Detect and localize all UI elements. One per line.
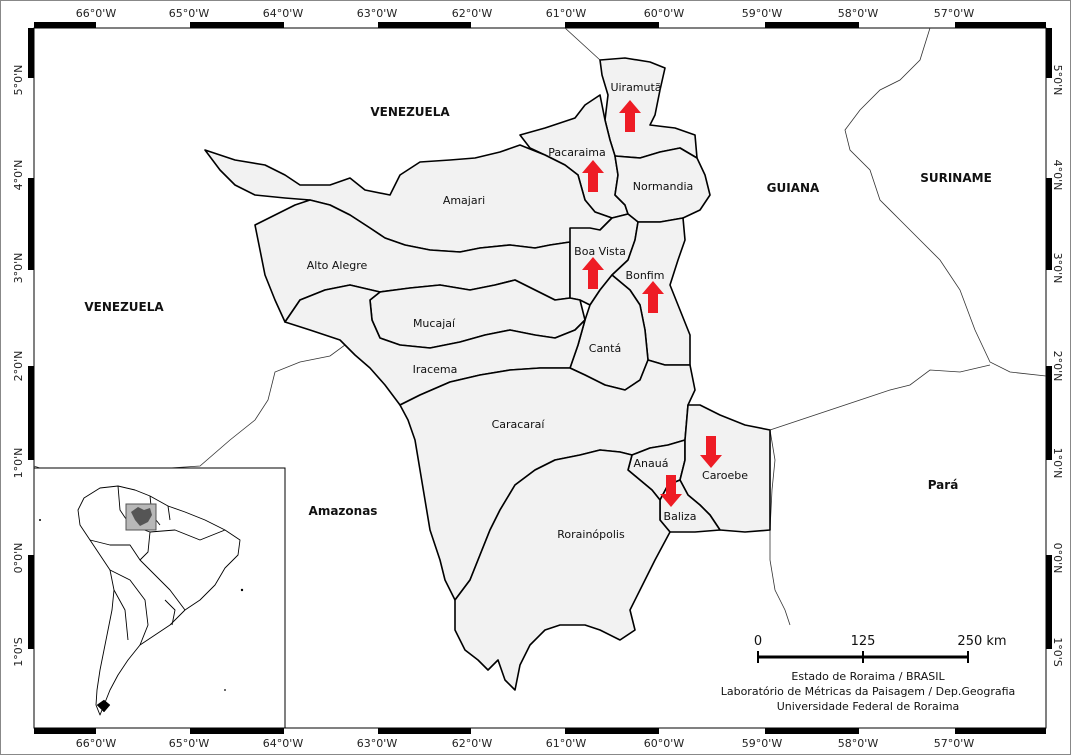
lon-label: 66°0'W bbox=[76, 7, 117, 20]
credits: Estado de Roraima / BRASIL Laboratório d… bbox=[721, 670, 1016, 713]
label-anaua: Anauá bbox=[634, 457, 669, 470]
latitude-labels-left: 5°0'N 4°0'N 3°0'N 2°0'N 1°0'N 0°0'N 1°0'… bbox=[12, 65, 25, 667]
lon-label: 58°0'W bbox=[838, 7, 879, 20]
lon-label: 62°0'W bbox=[452, 737, 493, 750]
label-amazonas: Amazonas bbox=[309, 504, 378, 518]
lon-label: 65°0'W bbox=[169, 737, 210, 750]
lat-label: 2°0'N bbox=[12, 351, 25, 382]
lat-label: 0°0'N bbox=[1051, 543, 1064, 574]
lat-label: 1°0'N bbox=[12, 448, 25, 479]
arrow-down-icon bbox=[700, 436, 722, 468]
lon-label: 58°0'W bbox=[838, 737, 879, 750]
lon-label: 65°0'W bbox=[169, 7, 210, 20]
lat-label: 1°0'N bbox=[1051, 448, 1064, 479]
scale-label-mid: 125 bbox=[851, 634, 876, 649]
lon-label: 57°0'W bbox=[934, 7, 975, 20]
lon-label: 60°0'W bbox=[644, 737, 685, 750]
lon-label: 62°0'W bbox=[452, 7, 493, 20]
lat-label: 4°0'N bbox=[12, 160, 25, 191]
inset-roraima-shape bbox=[131, 507, 152, 526]
label-caroebe: Caroebe bbox=[702, 469, 748, 482]
label-alto-alegre: Alto Alegre bbox=[307, 259, 368, 272]
lon-label: 59°0'W bbox=[742, 737, 783, 750]
label-amajari: Amajari bbox=[443, 194, 485, 207]
credit-line-1: Estado de Roraima / BRASIL bbox=[791, 670, 945, 683]
label-venezuela-west: VENEZUELA bbox=[84, 300, 164, 314]
label-boa-vista: Boa Vista bbox=[574, 245, 626, 258]
roraima-state bbox=[204, 57, 771, 691]
label-iracema: Iracema bbox=[413, 363, 458, 376]
longitude-labels-top: 66°0'W 65°0'W 64°0'W 63°0'W 62°0'W 61°0'… bbox=[76, 7, 975, 20]
lat-label: 5°0'N bbox=[12, 65, 25, 96]
label-guiana: GUIANA bbox=[767, 181, 820, 195]
lat-label: 1°0'S bbox=[12, 637, 25, 667]
label-pacaraima: Pacaraima bbox=[548, 146, 605, 159]
inset-map bbox=[33, 467, 286, 729]
arrow-up-icon bbox=[582, 257, 604, 289]
trend-arrows bbox=[582, 100, 722, 507]
scale-label-0: 0 bbox=[754, 634, 762, 649]
frame-border-bars bbox=[28, 22, 1052, 734]
country-labels: VENEZUELA VENEZUELA GUIANA SURINAME Amaz… bbox=[84, 105, 991, 518]
lat-label: 5°0'N bbox=[1051, 65, 1064, 96]
credit-line-2: Laboratório de Métricas da Paisagem / De… bbox=[721, 685, 1016, 698]
municipality-rorainopolis bbox=[454, 449, 671, 691]
label-venezuela-north: VENEZUELA bbox=[370, 105, 450, 119]
label-bonfim: Bonfim bbox=[626, 269, 665, 282]
scale-label-end: 250 km bbox=[957, 634, 1006, 649]
lat-label: 3°0'N bbox=[12, 253, 25, 284]
municipality-labels: Uiramutã Pacaraima Normandia Amajari Alt… bbox=[307, 81, 748, 541]
label-caracarai: Caracaraí bbox=[492, 418, 546, 431]
lon-label: 66°0'W bbox=[76, 737, 117, 750]
municipality-normandia bbox=[614, 147, 711, 223]
lat-label: 3°0'N bbox=[1051, 253, 1064, 284]
lon-label: 60°0'W bbox=[644, 7, 685, 20]
label-rorainopolis: Rorainópolis bbox=[557, 528, 625, 541]
lon-label: 64°0'W bbox=[263, 737, 304, 750]
longitude-labels-bottom: 66°0'W 65°0'W 64°0'W 63°0'W 62°0'W 61°0'… bbox=[76, 737, 975, 750]
lon-label: 61°0'W bbox=[546, 737, 587, 750]
label-canta: Cantá bbox=[589, 342, 621, 355]
arrow-up-icon bbox=[582, 160, 604, 192]
label-suriname: SURINAME bbox=[920, 171, 992, 185]
arrow-up-icon bbox=[642, 281, 664, 313]
arrow-up-icon bbox=[619, 100, 641, 132]
label-normandia: Normandia bbox=[633, 180, 694, 193]
label-uiramuta: Uiramutã bbox=[610, 81, 661, 94]
municipality-iracema bbox=[284, 284, 586, 406]
label-mucajai: Mucajaí bbox=[413, 317, 456, 330]
latitude-labels-right: 5°0'N 4°0'N 3°0'N 2°0'N 1°0'N 0°0'N 1°0'… bbox=[1051, 65, 1064, 667]
lon-label: 64°0'W bbox=[263, 7, 304, 20]
scale-bar: 0 125 250 km bbox=[754, 634, 1007, 663]
lat-label: 0°0'N bbox=[12, 543, 25, 574]
south-america-outline bbox=[77, 485, 241, 716]
lon-label: 63°0'W bbox=[357, 737, 398, 750]
lat-label: 2°0'N bbox=[1051, 351, 1064, 382]
credit-line-3: Universidade Federal de Roraima bbox=[777, 700, 960, 713]
lat-label: 4°0'N bbox=[1051, 160, 1064, 191]
lon-label: 61°0'W bbox=[546, 7, 587, 20]
label-para: Pará bbox=[928, 478, 959, 492]
arrow-down-icon bbox=[660, 475, 682, 507]
lat-label: 1°0'S bbox=[1051, 637, 1064, 667]
label-baliza: Baliza bbox=[664, 510, 697, 523]
lon-label: 59°0'W bbox=[742, 7, 783, 20]
lon-label: 57°0'W bbox=[934, 737, 975, 750]
lon-label: 63°0'W bbox=[357, 7, 398, 20]
